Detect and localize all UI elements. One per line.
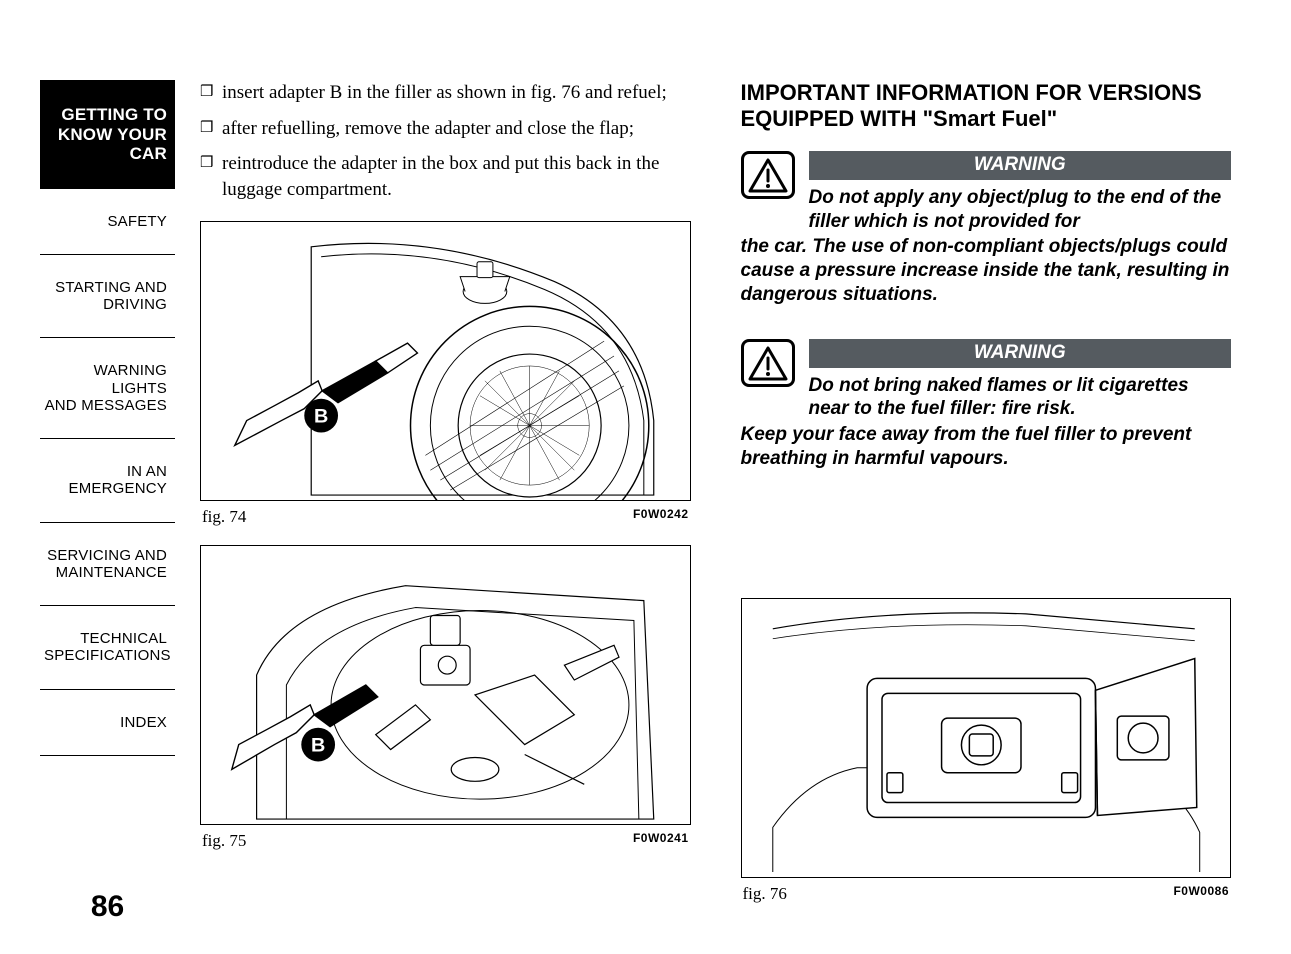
- tab-label-line1: WARNING LIGHTS: [44, 362, 167, 397]
- figure-76: [741, 598, 1232, 878]
- tab-getting-to-know[interactable]: GETTING TO KNOW YOUR CAR: [40, 80, 175, 188]
- tab-label-line1: TECHNICAL: [44, 630, 167, 647]
- figure-label: fig. 74: [202, 507, 246, 527]
- figure-76-caption: fig. 76 F0W0086: [741, 884, 1232, 904]
- figure-74-svg: B: [201, 222, 690, 500]
- tab-label-line1: STARTING AND: [44, 279, 167, 296]
- figure-75-svg: B: [201, 546, 690, 824]
- tab-starting-driving[interactable]: STARTING AND DRIVING: [40, 254, 175, 338]
- figure-74-caption: fig. 74 F0W0242: [200, 507, 691, 527]
- warning-triangle-icon: [741, 339, 795, 387]
- figure-76-svg: [742, 599, 1231, 877]
- tab-label-line2: KNOW YOUR CAR: [44, 125, 167, 164]
- sidebar-tabs: GETTING TO KNOW YOUR CAR SAFETY STARTING…: [40, 80, 175, 756]
- list-item: after refuelling, remove the adapter and…: [200, 116, 691, 142]
- warning-lead-text: Do not apply any object/plug to the end …: [809, 186, 1232, 234]
- tab-label-line2: SAFETY: [44, 213, 167, 230]
- tab-label-line2: IN AN EMERGENCY: [44, 463, 167, 498]
- tab-label-line1: GETTING TO: [44, 105, 167, 125]
- manual-page: GETTING TO KNOW YOUR CAR SAFETY STARTING…: [0, 0, 1291, 954]
- warning-box-2: WARNING Do not bring naked flames or lit…: [741, 339, 1232, 471]
- warning-triangle-icon: [741, 151, 795, 199]
- figure-label: fig. 76: [743, 884, 787, 904]
- tab-label-line1: SERVICING AND: [44, 547, 167, 564]
- figure-75-caption: fig. 75 F0W0241: [200, 831, 691, 851]
- instruction-list: insert adapter B in the filler as shown …: [200, 80, 691, 213]
- warning-body-text: the car. The use of non-compliant object…: [741, 235, 1232, 306]
- tab-label-line2: DRIVING: [44, 296, 167, 313]
- figure-75: B: [200, 545, 691, 825]
- page-number: 86: [40, 890, 175, 924]
- tab-servicing[interactable]: SERVICING AND MAINTENANCE: [40, 522, 175, 606]
- right-column: IMPORTANT INFORMATION FOR VERSIONS EQUIP…: [741, 80, 1232, 904]
- warning-label: WARNING: [809, 151, 1232, 180]
- warning-lead-text: Do not bring naked flames or lit cigaret…: [809, 374, 1232, 422]
- list-item: reintroduce the adapter in the box and p…: [200, 151, 691, 202]
- svg-text:B: B: [311, 734, 325, 756]
- figure-74: B: [200, 221, 691, 501]
- tab-technical-specs[interactable]: TECHNICAL SPECIFICATIONS: [40, 605, 175, 689]
- tab-label-line2: AND MESSAGES: [44, 397, 167, 414]
- figure-label: fig. 75: [202, 831, 246, 851]
- svg-text:B: B: [314, 405, 328, 427]
- tab-label-line2: MAINTENANCE: [44, 564, 167, 581]
- tab-index[interactable]: INDEX: [40, 689, 175, 756]
- warning-label: WARNING: [809, 339, 1232, 368]
- tab-warning-lights[interactable]: WARNING LIGHTS AND MESSAGES: [40, 337, 175, 438]
- list-item: insert adapter B in the filler as shown …: [200, 80, 691, 106]
- figure-id: F0W0242: [633, 507, 689, 527]
- tab-label-line2: INDEX: [44, 714, 167, 731]
- figure-id: F0W0241: [633, 831, 689, 851]
- warning-box-1: WARNING Do not apply any object/plug to …: [741, 151, 1232, 307]
- tab-safety[interactable]: SAFETY: [40, 188, 175, 254]
- tab-in-emergency[interactable]: IN AN EMERGENCY: [40, 438, 175, 522]
- warning-body-text: Keep your face away from the fuel filler…: [741, 423, 1232, 471]
- figure-id: F0W0086: [1173, 884, 1229, 904]
- content-area: insert adapter B in the filler as shown …: [200, 80, 1231, 904]
- section-title: IMPORTANT INFORMATION FOR VERSIONS EQUIP…: [741, 80, 1232, 133]
- tab-label-line2: SPECIFICATIONS: [44, 647, 167, 664]
- left-column: insert adapter B in the filler as shown …: [200, 80, 691, 904]
